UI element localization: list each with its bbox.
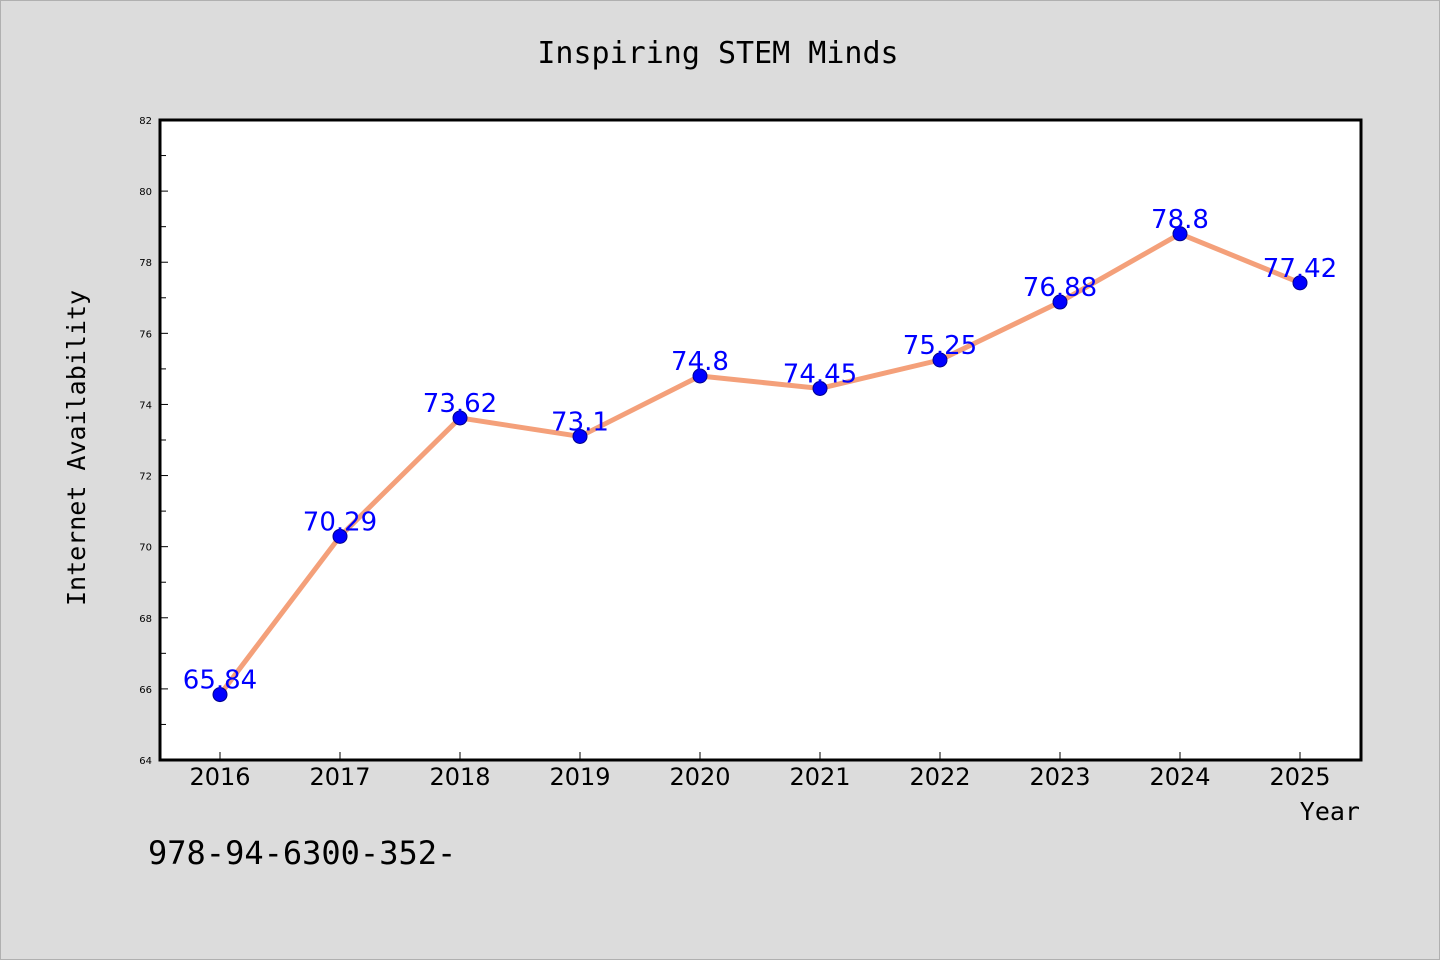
- x-tick-label: 2017: [309, 763, 370, 791]
- data-point: [332, 528, 348, 544]
- x-tick-label: 2018: [429, 763, 490, 791]
- x-tick-label: 2022: [909, 763, 970, 791]
- x-tick-label: 2021: [789, 763, 850, 791]
- y-tick-label: 78: [139, 258, 152, 269]
- y-axis: 64 66 68 70 72 74 76 78 80 82: [139, 116, 168, 767]
- data-label: 74.8: [671, 347, 729, 377]
- y-tick-label: 76: [139, 329, 152, 340]
- plot-area: [158, 118, 1363, 762]
- y-tick-label: 80: [139, 187, 152, 198]
- x-tick-label: 2024: [1149, 763, 1210, 791]
- data-labels: 65.84 70.29 73.62 73.1 74.8 74.45 75.25 76.88 78…: [183, 205, 1337, 696]
- x-axis: 2016 2017 2018 2019 2020 2021 2022 2023 2024 2025: [189, 752, 1331, 791]
- data-point: [812, 380, 828, 396]
- x-tick-label: 2023: [1029, 763, 1090, 791]
- data-point: [692, 368, 708, 384]
- data-point: [1052, 294, 1068, 310]
- data-point: [1292, 275, 1308, 291]
- data-point: [572, 428, 588, 444]
- data-markers: [212, 226, 1308, 703]
- footer-text: 978-94-6300-352-: [148, 834, 456, 872]
- data-label: 73.62: [423, 389, 497, 419]
- data-point: [1172, 226, 1188, 242]
- y-tick-label: 82: [139, 116, 152, 127]
- data-point: [932, 352, 948, 368]
- y-tick-label: 66: [139, 685, 152, 696]
- y-tick-label: 74: [139, 400, 152, 411]
- data-label: 76.88: [1023, 273, 1097, 303]
- x-tick-label: 2020: [669, 763, 730, 791]
- data-label: 65.84: [183, 666, 257, 696]
- y-tick-label: 64: [139, 756, 152, 767]
- y-axis-label: Internet Availability: [62, 290, 91, 606]
- y-tick-label: 70: [139, 543, 152, 554]
- chart-title: Inspiring STEM Minds: [537, 36, 898, 71]
- data-point: [212, 687, 228, 703]
- data-label: 74.45: [783, 359, 857, 389]
- data-point: [452, 410, 468, 426]
- y-tick-label: 68: [139, 614, 152, 625]
- data-label: 78.8: [1151, 205, 1209, 235]
- y-tick-label: 72: [139, 472, 152, 483]
- data-label: 70.29: [303, 507, 377, 537]
- x-tick-label: 2016: [189, 763, 250, 791]
- data-label: 77.42: [1263, 254, 1337, 284]
- x-axis-label: Year: [1300, 797, 1360, 826]
- x-tick-label: 2025: [1269, 763, 1330, 791]
- data-label: 75.25: [903, 331, 977, 361]
- x-tick-label: 2019: [549, 763, 610, 791]
- data-label: 73.1: [551, 407, 609, 437]
- series-line: [218, 231, 1301, 697]
